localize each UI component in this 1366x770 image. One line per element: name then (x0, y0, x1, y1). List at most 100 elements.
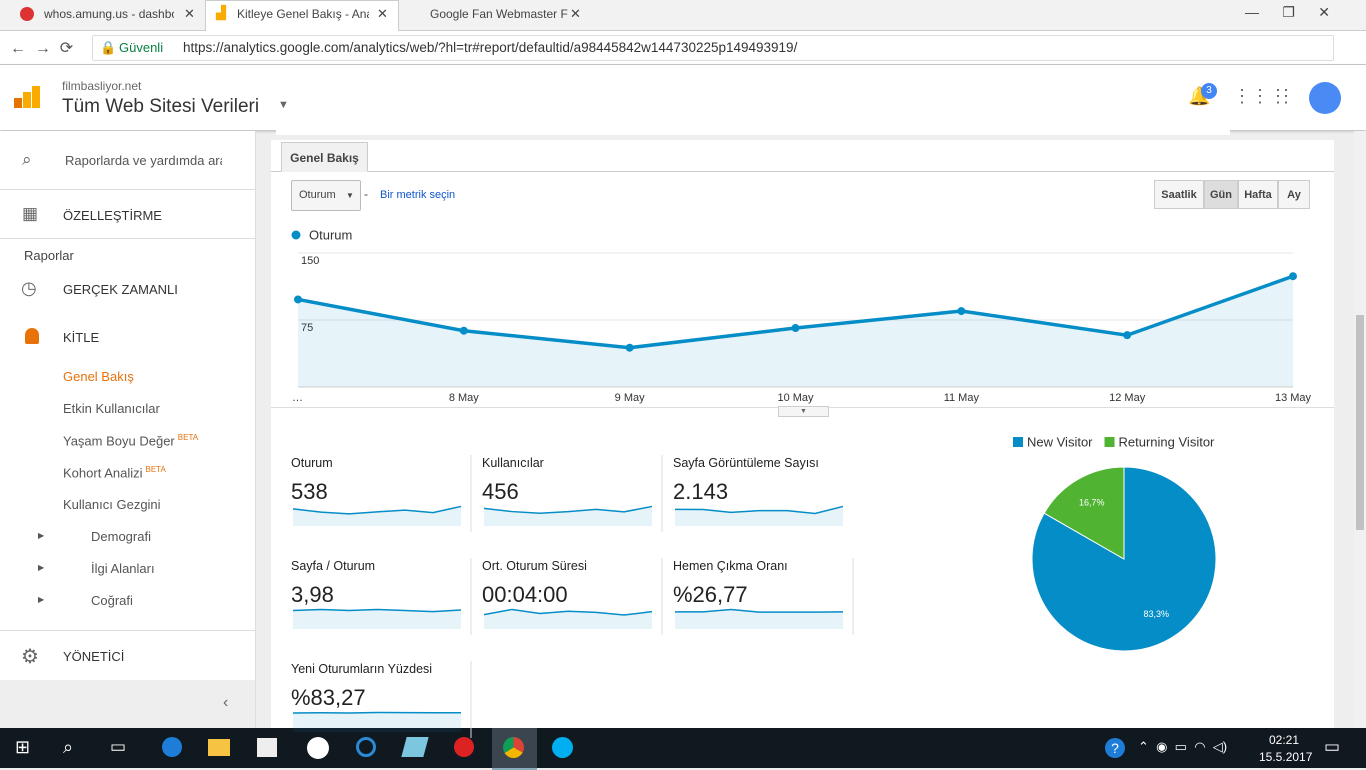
metric-value: 456 (482, 479, 519, 504)
period-button[interactable]: Gün (1204, 180, 1238, 209)
sidebar-item[interactable]: Kullanıcı Gezgini (63, 497, 161, 512)
customize[interactable]: ÖZELLEŞTİRME (63, 208, 162, 223)
resize-handle[interactable]: ▼ (778, 406, 829, 417)
divider (0, 238, 255, 239)
app-header (0, 65, 1366, 130)
tab-close[interactable]: ✕ (377, 6, 388, 21)
search-icon: ⌕ (22, 150, 32, 169)
audience-icon (25, 328, 39, 344)
metric-label: Oturum (291, 456, 333, 470)
start[interactable]: ⊞ (15, 737, 31, 757)
secure-icon: 🔒 (100, 40, 117, 55)
app-explorer[interactable] (208, 739, 230, 756)
metric-value: 538 (291, 479, 328, 504)
metric-select[interactable] (291, 180, 361, 211)
property[interactable]: filmbasliyor.net (62, 79, 142, 93)
app-ccleaner[interactable] (356, 737, 376, 757)
task-view[interactable]: ▭ (110, 737, 127, 756)
active-tab[interactable] (205, 0, 399, 31)
metric-label: Kullanıcılar (482, 456, 544, 470)
app-skype[interactable] (552, 737, 573, 758)
separator: - (364, 187, 368, 201)
metric-label: Sayfa / Oturum (291, 559, 376, 573)
sidebar-item[interactable]: Genel Bakış (63, 369, 134, 384)
metric-label: Yeni Oturumların Yüzdesi (291, 662, 433, 676)
app-chrome[interactable] (503, 737, 524, 758)
caret: ▼ (346, 191, 354, 200)
tab-icon: ▟ (216, 5, 226, 20)
metric-label: Ort. Oturum Süresi (482, 559, 587, 573)
apps[interactable]: ⋮⋮⋮ (1233, 86, 1287, 106)
notification-count: 3 (1201, 83, 1217, 99)
divider (0, 189, 255, 190)
expand-arrow[interactable]: ▶ (38, 531, 45, 540)
sidebar-group[interactable]: Coğrafi (91, 593, 133, 608)
tray-icons[interactable]: ⌃ ◉ ▭ ◠ ◁) (1138, 739, 1228, 754)
period-button[interactable]: Hafta (1238, 180, 1278, 209)
clock-time[interactable]: 02:21 (1269, 733, 1300, 747)
section-title: Raporlar (24, 248, 74, 263)
help[interactable]: ? (1105, 738, 1125, 758)
app-edge[interactable] (162, 737, 182, 757)
beta-badge: BETA (177, 433, 199, 442)
more[interactable]: ⋮ (1277, 86, 1295, 106)
secure-label: Güvenli (119, 40, 164, 55)
tab-title[interactable]: Google Fan Webmaster F (430, 7, 568, 21)
nav-buttons[interactable]: ← → ⟳ (10, 40, 74, 57)
tab-close[interactable]: ✕ (570, 6, 581, 21)
action-center[interactable]: ▭ (1324, 737, 1341, 756)
admin-icon: ⚙ (21, 646, 39, 668)
tab-title[interactable]: whos.amung.us - dashbo (44, 7, 174, 21)
collapse-row (0, 680, 255, 728)
clock-date[interactable]: 15.5.2017 (1259, 750, 1313, 764)
omnibox[interactable] (92, 35, 1334, 61)
toolbar (0, 31, 1366, 65)
metric-picker[interactable]: Bir metrik seçin (380, 189, 456, 201)
admin-row[interactable] (0, 630, 255, 681)
expand-arrow[interactable]: ▶ (38, 563, 45, 572)
card-edge (276, 130, 1230, 135)
period-button[interactable]: Saatlik (1154, 180, 1204, 209)
sidebar-item[interactable]: Kohort Analizi BETA (63, 465, 166, 481)
report-card (271, 140, 1334, 728)
tab-rule (271, 171, 1334, 172)
metric-value: 00:04:00 (482, 582, 568, 607)
search-button[interactable]: ⌕ (63, 737, 74, 757)
metric-value: %83,27 (291, 685, 366, 710)
tab-close[interactable]: ✕ (184, 6, 195, 21)
sidebar (0, 131, 256, 728)
period-button[interactable]: Ay (1278, 180, 1310, 209)
metric-label: Hemen Çıkma Oranı (673, 559, 788, 573)
expand-arrow[interactable]: ▶ (38, 595, 45, 604)
app-store[interactable] (257, 738, 277, 757)
search[interactable]: Raporlarda ve yardımda ara (65, 153, 222, 168)
metric-value: 2.143 (673, 479, 729, 504)
tab-title[interactable]: Kitleye Genel Bakış - Ana (237, 7, 369, 21)
metric-label: Sayfa Görüntüleme Sayısı (673, 456, 819, 470)
sidebar-group[interactable]: Demografi (91, 529, 151, 544)
window-controls[interactable]: — ❐ ✕ (1245, 4, 1330, 20)
sidebar-item[interactable]: Etkin Kullanıcılar (63, 401, 160, 416)
dropdown-caret[interactable]: ▼ (278, 99, 289, 111)
metric-value: 3,98 (291, 582, 334, 607)
view-selector[interactable]: Tüm Web Sitesi Verileri (62, 96, 260, 117)
url[interactable]: https://analytics.google.com/analytics/w… (183, 40, 798, 55)
app-security[interactable] (454, 737, 474, 757)
logo (23, 92, 31, 108)
collapse[interactable]: ‹ (223, 694, 229, 711)
audience[interactable]: KİTLE (63, 330, 100, 345)
avatar[interactable] (1309, 82, 1341, 114)
sidebar-item[interactable]: Yaşam Boyu Değer BETA (63, 433, 199, 449)
realtime[interactable]: GERÇEK ZAMANLI (63, 282, 178, 297)
sidebar-group[interactable]: İlgi Alanları (91, 561, 155, 576)
app-hp[interactable] (307, 737, 329, 759)
metric-select-label: Oturum (299, 189, 336, 201)
scroll-thumb[interactable] (1356, 315, 1364, 530)
admin[interactable]: YÖNETİCİ (63, 649, 125, 664)
customize-icon: ▦ (22, 204, 39, 223)
report-tab[interactable]: Genel Bakış (281, 142, 368, 172)
tab-icon (20, 7, 34, 21)
logo (14, 98, 22, 108)
